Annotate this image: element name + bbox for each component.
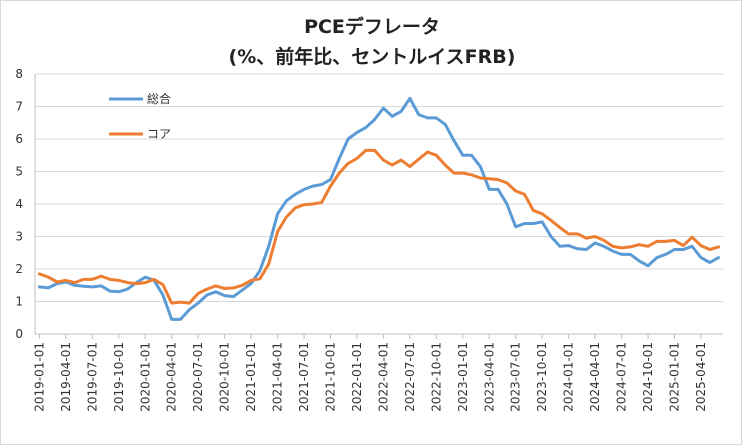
- x-tick-label: 2022-10-01: [429, 342, 443, 412]
- x-tick-label: 2024-10-01: [641, 342, 655, 412]
- x-tick-label: 2020-07-01: [191, 342, 205, 412]
- y-tick-label: 5: [15, 165, 23, 179]
- x-tick-label: 2025-01-01: [667, 342, 681, 412]
- y-tick-label: 7: [15, 100, 23, 114]
- x-tick-label: 2024-07-01: [615, 342, 629, 412]
- y-axis: 0 1 2 3 4 5 6 7 8: [15, 67, 36, 341]
- y-tick-label: 0: [15, 327, 23, 341]
- x-tick-label: 2019-07-01: [85, 342, 99, 412]
- x-tick-label: 2021-04-01: [271, 342, 285, 412]
- x-tick-label: 2022-07-01: [403, 342, 417, 412]
- x-tick-label: 2025-04-01: [694, 342, 708, 412]
- series-group: [37, 96, 721, 321]
- x-tick-label: 2022-01-01: [350, 342, 364, 412]
- x-tick-label: 2023-01-01: [456, 342, 470, 412]
- x-tick-label: 2022-04-01: [376, 342, 390, 412]
- legend-label: コア: [147, 127, 171, 141]
- x-tick-label: 2023-07-01: [509, 342, 523, 412]
- x-axis: 2019-01-01 2019-04-01 2019-07-01 2019-10-01…: [32, 333, 723, 412]
- x-tick-label: 2023-10-01: [535, 342, 549, 412]
- y-tick-label: 8: [15, 67, 23, 81]
- x-tick-label: 2019-10-01: [112, 342, 126, 412]
- x-tick-label: 2019-04-01: [59, 342, 73, 412]
- y-tick-label: 2: [15, 262, 23, 276]
- x-tick-label: 2019-01-01: [32, 342, 46, 412]
- x-tick-label: 2020-10-01: [218, 342, 232, 412]
- y-tick-label: 3: [15, 230, 23, 244]
- x-tick-label: 2021-10-01: [323, 342, 337, 412]
- series-line-headline: [37, 96, 721, 321]
- x-tick-label: 2020-01-01: [138, 342, 152, 412]
- y-tick-label: 4: [15, 197, 23, 211]
- chart-subtitle: (%、前年比、セントルイスFRB): [229, 45, 516, 68]
- x-tick-label: 2024-01-01: [562, 342, 576, 412]
- x-tick-label: 2021-07-01: [297, 342, 311, 412]
- chart-title: PCEデフレータ: [304, 15, 440, 38]
- x-tick-label: 2024-04-01: [588, 342, 602, 412]
- x-tick-label: 2023-04-01: [482, 342, 496, 412]
- legend-label: 総合: [147, 91, 171, 106]
- grid-lines: [35, 73, 723, 335]
- series-line-core: [37, 148, 721, 305]
- x-tick-label: 2020-04-01: [165, 342, 179, 412]
- y-tick-label: 1: [15, 295, 23, 309]
- y-tick-label: 6: [15, 132, 23, 146]
- x-tick-label: 2021-01-01: [244, 342, 258, 412]
